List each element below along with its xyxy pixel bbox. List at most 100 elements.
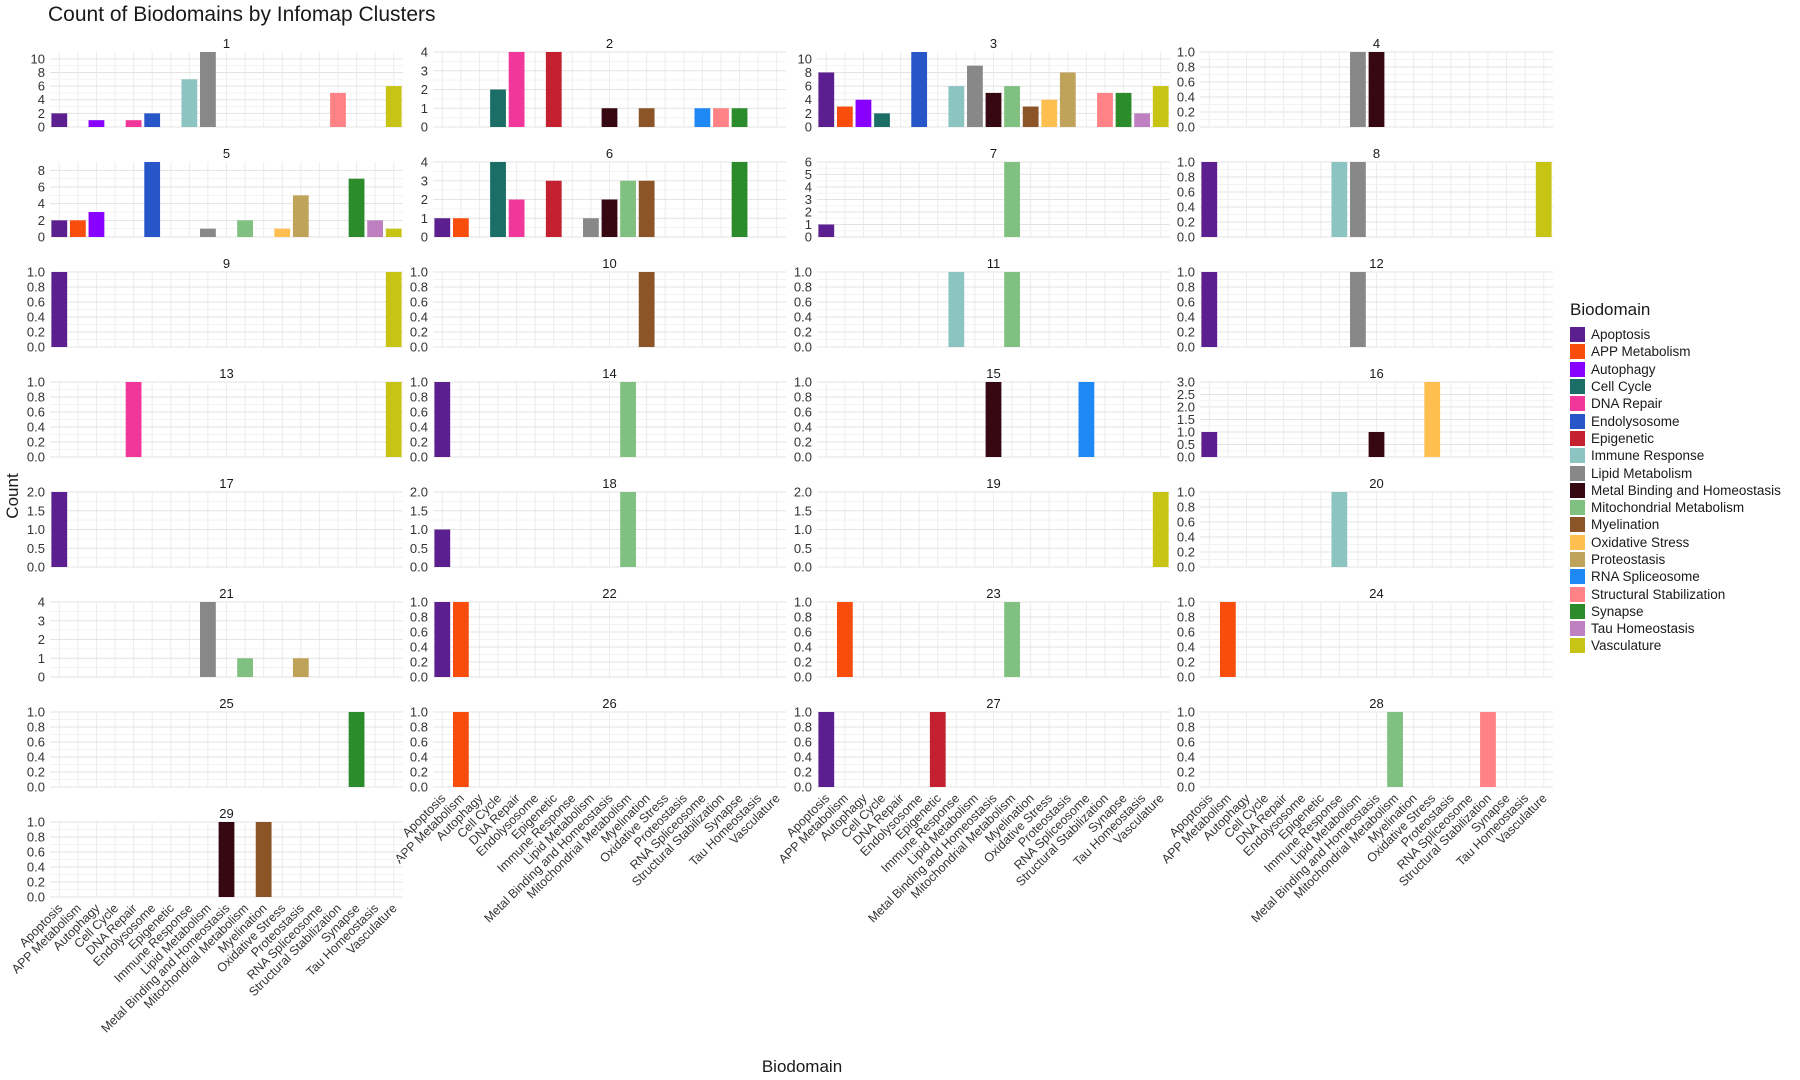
bar-synapse — [348, 178, 365, 237]
y-tick-label: 0.2 — [27, 435, 45, 450]
y-tick-label: 0.0 — [1177, 670, 1195, 685]
bar-apoptosis — [434, 382, 451, 457]
bar-apoptosis — [818, 224, 835, 237]
y-tick-label: 1.0 — [27, 815, 45, 830]
y-tick-label: 0.6 — [1177, 75, 1195, 90]
panel-strip-label: 13 — [219, 366, 233, 381]
legend-key — [1570, 361, 1585, 377]
y-tick-label: 0.5 — [1177, 437, 1195, 452]
y-tick-label: 0.6 — [410, 735, 428, 750]
y-tick-label: 0.2 — [794, 435, 812, 450]
legend-item: Apoptosis — [1570, 326, 1781, 343]
bar-myelination — [255, 822, 272, 897]
y-tick-label: 0.2 — [410, 655, 428, 670]
bar-oxidative-stress — [274, 228, 291, 237]
bar-vasculature — [385, 272, 402, 347]
facet-panel-15: 15 0.00.20.40.60.81.0 — [794, 366, 1170, 465]
facet-panel-12: 12 0.00.20.40.60.81.0 — [1177, 256, 1553, 355]
y-tick-label: 0.8 — [410, 720, 428, 735]
y-tick-label: 0.6 — [1177, 735, 1195, 750]
legend-item: DNA Repair — [1570, 395, 1781, 412]
bar-app-metabolism — [69, 220, 86, 237]
legend-key — [1570, 413, 1585, 429]
panel-strip-label: 21 — [219, 586, 233, 601]
y-tick-label: 0.2 — [1177, 105, 1195, 120]
bar-proteostasis — [292, 658, 309, 677]
y-tick-label: 1.0 — [27, 522, 45, 537]
bar-apoptosis — [434, 218, 451, 237]
bar-mitochondrial-metabolism — [620, 180, 636, 237]
y-tick-label: 6 — [38, 180, 45, 195]
panel-strip-label: 2 — [606, 36, 613, 51]
bar-immune-response — [1331, 162, 1348, 237]
panel-strip-label: 8 — [1373, 146, 1380, 161]
legend-item: APP Metabolism — [1570, 343, 1781, 360]
bar-autophagy — [88, 120, 105, 127]
legend-label: Synapse — [1591, 603, 1644, 619]
y-tick-label: 0.0 — [410, 560, 428, 575]
y-tick-label: 0.4 — [794, 640, 812, 655]
y-tick-label: 3 — [805, 192, 812, 207]
panel-strip-label: 9 — [223, 256, 230, 271]
facet-panel-13: 13 0.00.20.40.60.81.0 — [27, 366, 403, 465]
legend-item: Endolysosome — [1570, 412, 1781, 429]
y-tick-label: 1.0 — [794, 265, 812, 280]
y-tick-label: 1.5 — [410, 503, 428, 518]
bar-dna-repair — [508, 199, 525, 237]
y-tick-label: 0 — [38, 230, 45, 245]
y-tick-label: 1.0 — [410, 705, 428, 720]
y-tick-label: 5 — [805, 167, 812, 182]
y-tick-label: 1.0 — [27, 265, 45, 280]
y-tick-label: 4 — [805, 92, 812, 107]
panel-strip-label: 10 — [602, 256, 616, 271]
y-tick-label: 8 — [38, 65, 45, 80]
chart-title: Count of Biodomains by Infomap Clusters — [48, 3, 436, 26]
y-tick-label: 3 — [421, 173, 428, 188]
y-tick-label: 2.0 — [410, 485, 428, 500]
panel-strip-label: 4 — [1373, 36, 1380, 51]
bar-mitochondrial-metabolism — [1004, 272, 1020, 347]
y-tick-label: 0.2 — [27, 765, 45, 780]
y-tick-label: 1 — [421, 101, 428, 116]
y-tick-label: 0.8 — [27, 720, 45, 735]
y-tick-label: 4 — [38, 595, 45, 610]
legend-item: Autophagy — [1570, 361, 1781, 378]
y-tick-label: 2 — [421, 192, 428, 207]
legend-key — [1570, 500, 1585, 516]
y-tick-label: 0.4 — [794, 310, 812, 325]
bar-mitochondrial-metabolism — [620, 492, 636, 567]
legend-key — [1570, 586, 1585, 602]
y-tick-label: 0 — [421, 120, 428, 135]
bar-proteostasis — [1059, 72, 1076, 127]
legend-key — [1570, 517, 1585, 533]
bar-myelination — [638, 180, 655, 237]
y-tick-label: 0.2 — [1177, 545, 1195, 560]
legend-label: Vasculature — [1591, 638, 1662, 654]
facet-panel-6: 6 0 1 2 3 4 — [421, 146, 786, 245]
legend-key — [1570, 603, 1585, 619]
legend-item: Oxidative Stress — [1570, 534, 1781, 551]
y-tick-label: 1.0 — [410, 595, 428, 610]
y-tick-label: 0.0 — [794, 670, 812, 685]
bar-mitochondrial-metabolism — [1387, 712, 1403, 787]
panel-strip-label: 15 — [986, 366, 1000, 381]
bar-metal-binding-and-homeostasis — [985, 382, 1002, 457]
bar-apoptosis — [51, 272, 68, 347]
legend-label: DNA Repair — [1591, 396, 1663, 412]
y-tick-label: 0.0 — [1177, 560, 1195, 575]
bar-dna-repair — [125, 382, 142, 457]
y-tick-label: 0.0 — [410, 340, 428, 355]
y-tick-label: 2 — [421, 82, 428, 97]
panel-strip-label: 28 — [1369, 696, 1383, 711]
legend-item: Structural Stabilization — [1570, 585, 1781, 602]
legend-key — [1570, 569, 1585, 585]
y-tick-label: 0.0 — [410, 780, 428, 795]
y-tick-label: 0.8 — [1177, 170, 1195, 185]
legend-items: Apoptosis APP Metabolism Autophagy Cell Cyc… — [1570, 326, 1781, 655]
y-tick-label: 4 — [421, 45, 428, 60]
y-tick-label: 1.0 — [794, 375, 812, 390]
bar-lipid-metabolism — [1350, 52, 1366, 127]
